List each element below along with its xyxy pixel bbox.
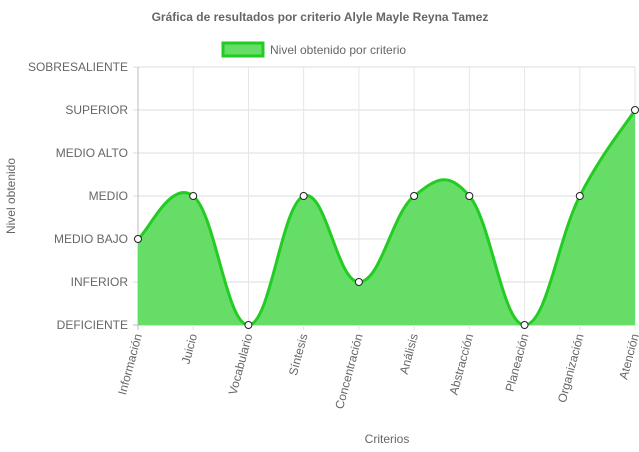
x-tick-label: Juicio — [179, 332, 201, 366]
y-tick-label: DEFICIENTE — [57, 318, 128, 332]
x-tick-label: Vocabulario — [226, 332, 256, 397]
data-point[interactable] — [244, 321, 253, 329]
x-tick-label: Atención — [616, 332, 639, 381]
x-tick-label: Síntesis — [286, 332, 311, 377]
series-line — [136, 109, 637, 327]
data-point[interactable] — [410, 192, 419, 200]
series-fill — [138, 110, 635, 325]
series-area — [136, 109, 637, 327]
data-point[interactable] — [299, 192, 308, 200]
data-point[interactable] — [520, 321, 529, 329]
y-tick-label: SUPERIOR — [65, 103, 128, 117]
legend-swatch — [221, 41, 265, 58]
x-tick-label: Concentración — [332, 332, 366, 410]
data-point[interactable] — [575, 192, 584, 200]
x-axis-title: Criterios — [365, 432, 410, 446]
data-point[interactable] — [465, 192, 474, 200]
y-tick-label: SOBRESALIENTE — [28, 60, 128, 74]
x-axis-ticks: Información Juicio Vocabulario Síntesis Conc… — [115, 332, 639, 411]
x-tick-label: Abstracción — [446, 332, 476, 396]
data-points — [134, 106, 639, 329]
data-point[interactable] — [134, 235, 142, 243]
x-tick-label: Organización — [555, 332, 587, 404]
chart-title: Gráfica de resultados por criterio Alyle… — [152, 10, 489, 24]
x-tick-label: Planeación — [503, 332, 532, 393]
y-tick-label: MEDIO ALTO — [56, 146, 128, 160]
data-point[interactable] — [631, 106, 639, 114]
x-tick-label: Análisis — [397, 332, 421, 376]
data-point[interactable] — [189, 192, 198, 200]
y-tick-label: MEDIO — [89, 189, 128, 203]
y-axis-ticks: DEFICIENTE INFERIOR MEDIO BAJO MEDIO MEDIO A… — [28, 60, 128, 332]
y-tick-label: INFERIOR — [71, 275, 129, 289]
y-axis-title: Nivel obtenido — [4, 158, 18, 234]
data-point[interactable] — [354, 278, 363, 286]
x-tick-label: Información — [115, 332, 145, 396]
legend[interactable]: Nivel obtenido por criterio — [221, 41, 406, 58]
y-tick-label: MEDIO BAJO — [54, 232, 128, 246]
legend-label: Nivel obtenido por criterio — [270, 43, 406, 57]
